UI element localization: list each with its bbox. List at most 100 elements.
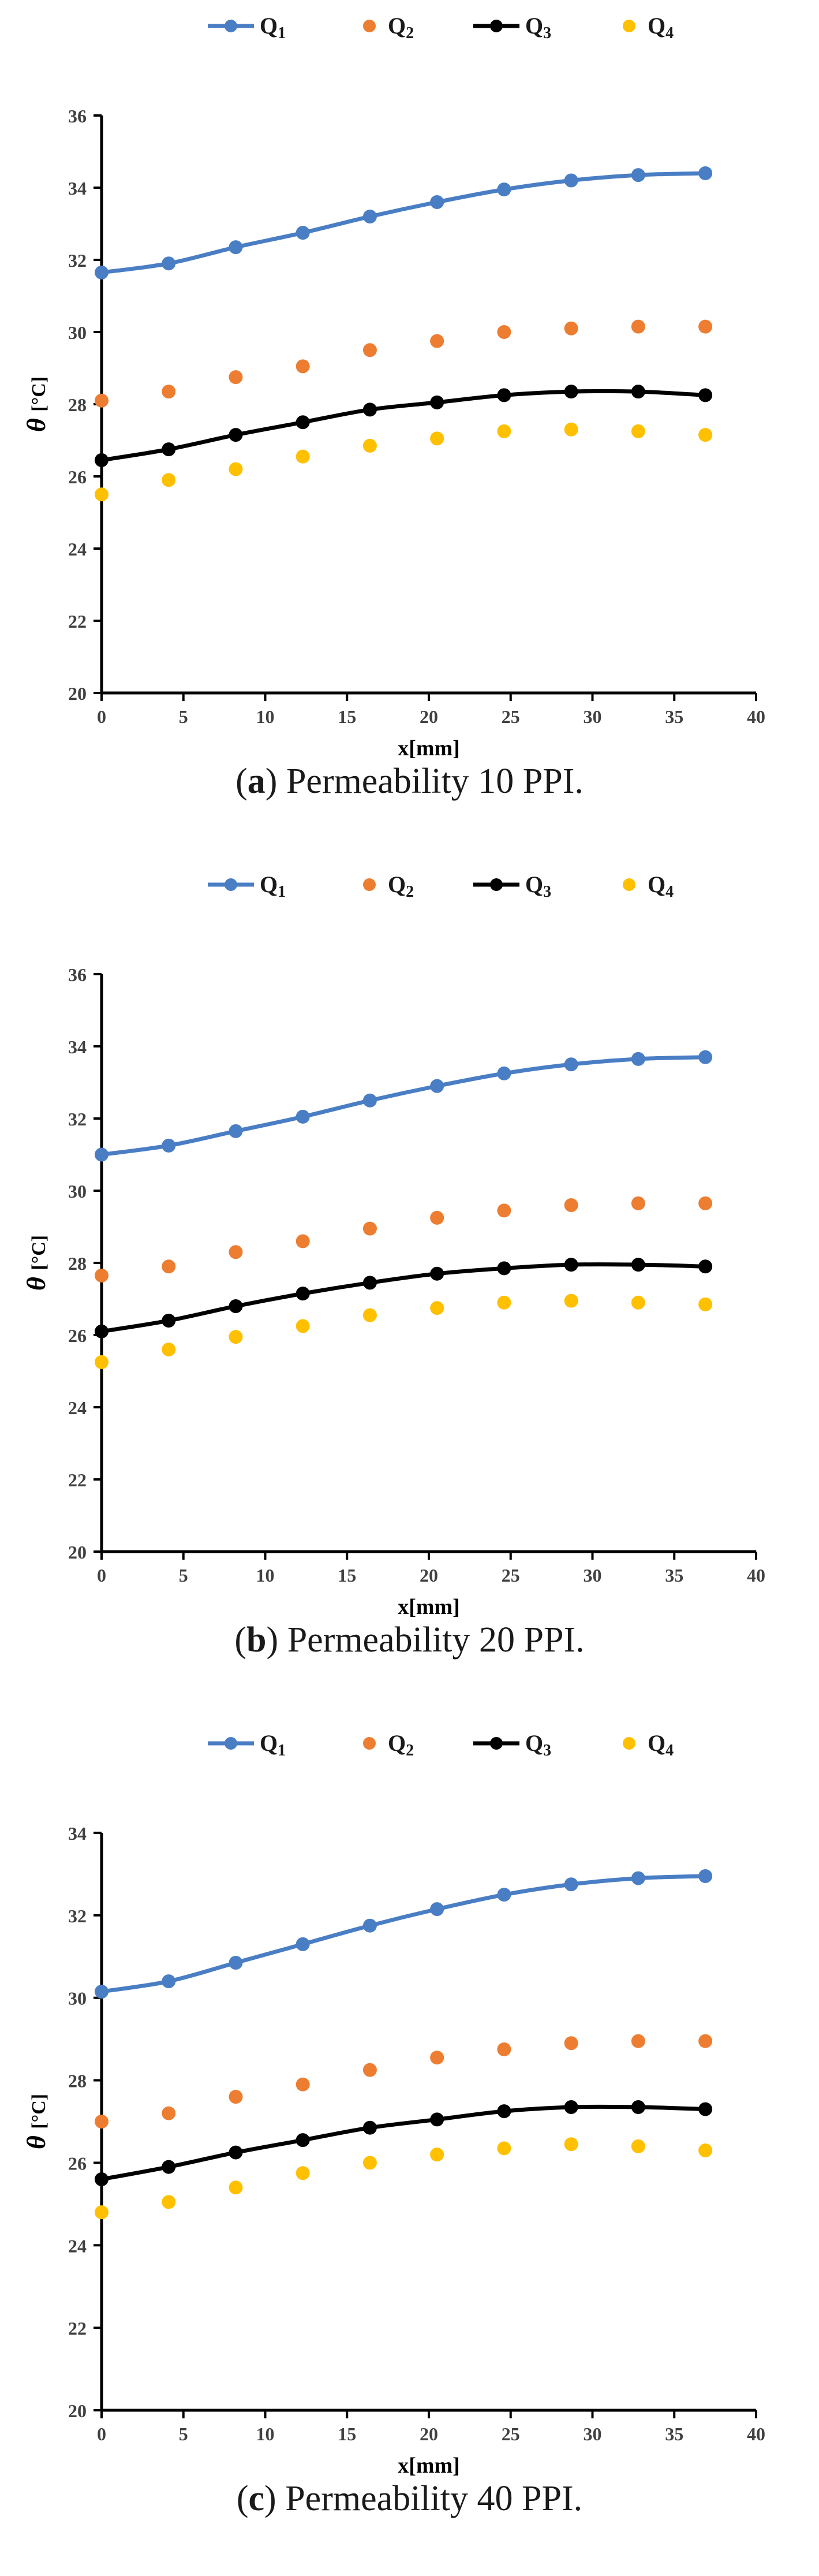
- legend-subscript: 4: [665, 24, 674, 42]
- data-point-q4: [95, 2205, 109, 2220]
- data-point-q2: [430, 2051, 444, 2065]
- data-point-q1: [698, 166, 713, 180]
- data-point-q1: [229, 1956, 243, 1970]
- legend-label-q4: Q4: [648, 13, 674, 42]
- data-point-q3: [162, 1314, 176, 1328]
- x-tick-label: 0: [97, 2424, 106, 2444]
- x-tick-label: 30: [584, 706, 602, 727]
- caption-a-text: Permeability 10 PPI.: [286, 762, 584, 801]
- data-point-q3: [631, 2100, 645, 2114]
- data-point-q1: [362, 210, 377, 223]
- data-point-q2: [95, 2115, 109, 2128]
- x-tick-label: 10: [256, 706, 275, 727]
- x-tick-label: 15: [338, 1565, 356, 1586]
- x-axis-label: x[mm]: [398, 2454, 460, 2478]
- legend-c: Q1 Q2 Q3 Q4: [208, 1730, 674, 1759]
- y-axis-unit: [°C]: [28, 376, 50, 412]
- data-point-q1: [430, 1079, 444, 1093]
- y-tick-label: 30: [68, 322, 87, 343]
- series-q4: [95, 422, 713, 502]
- legend-item-q3: Q3: [473, 13, 551, 42]
- data-point-q2: [698, 2034, 713, 2048]
- data-point-q1: [497, 1888, 511, 1902]
- y-tick-label: 26: [68, 2153, 87, 2174]
- y-tick-label: 34: [68, 178, 87, 199]
- y-tick-label: 36: [68, 964, 87, 985]
- data-point-q1: [296, 226, 310, 240]
- caption-a: (a) Permeability 10 PPI.: [235, 762, 584, 801]
- legend-item-q4: Q4: [623, 13, 674, 42]
- data-point-q4: [162, 1343, 176, 1356]
- legend-subscript: 1: [278, 24, 286, 42]
- legend-marker-q4: [623, 20, 635, 32]
- x-tick-label: 10: [256, 1565, 275, 1586]
- legend-subscript: 1: [278, 883, 286, 901]
- data-point-q2: [564, 1198, 578, 1212]
- data-point-q2: [362, 343, 377, 357]
- y-tick-label: 32: [68, 1109, 87, 1129]
- data-point-q3: [698, 2102, 713, 2116]
- legend-label-q4: Q4: [648, 1730, 674, 1759]
- data-point-q2: [430, 334, 444, 348]
- caption-b-letter: b: [246, 1620, 267, 1660]
- data-point-q3: [95, 2172, 109, 2186]
- y-tick-label: 32: [68, 250, 87, 271]
- data-point-q1: [95, 1147, 109, 1162]
- data-point-q2: [564, 321, 578, 335]
- series-line-q1: [101, 1874, 706, 1994]
- y-axis-label-text: θ [°C]: [21, 1235, 51, 1291]
- series-q4: [95, 1293, 713, 1369]
- y-axis-label: θ [°C]: [21, 376, 51, 432]
- data-point-q1: [631, 1052, 645, 1066]
- data-point-q3: [430, 395, 444, 409]
- y-tick-label: 30: [68, 1181, 87, 1202]
- data-point-q2: [631, 319, 645, 334]
- data-point-q3: [698, 388, 713, 402]
- data-point-q3: [497, 1261, 511, 1276]
- data-point-q1: [296, 1937, 310, 1951]
- x-tick-label: 15: [338, 706, 356, 727]
- data-point-q4: [162, 2195, 176, 2209]
- legend-marker-q1: [225, 878, 237, 891]
- x-tick-label: 35: [665, 2424, 683, 2444]
- data-point-q2: [362, 1221, 377, 1236]
- data-point-q2: [362, 2063, 377, 2077]
- data-point-q3: [564, 2100, 578, 2114]
- data-point-q1: [95, 1985, 109, 1999]
- y-tick-label: 26: [68, 467, 87, 487]
- chart-panel-a: Q1 Q2 Q3 Q4 20 22 24 26 28 30 32 34 36 0 5 10 15 20 25 30 35…: [0, 0, 819, 859]
- data-point-q4: [95, 487, 109, 502]
- legend-marker-q4: [623, 1737, 635, 1750]
- y-tick-label: 22: [68, 1470, 87, 1490]
- data-point-q4: [497, 1295, 511, 1310]
- legend-label-q2: Q2: [388, 871, 414, 901]
- y-tick-label: 30: [68, 1988, 87, 2009]
- y-axis-label-text: θ [°C]: [21, 2094, 51, 2149]
- data-point-q2: [564, 2036, 578, 2051]
- series-line-q1: [101, 1055, 706, 1157]
- legend-marker-q2: [363, 1737, 376, 1750]
- y-tick-label: 20: [68, 2400, 87, 2421]
- data-point-q3: [229, 2145, 243, 2160]
- legend-item-q2: Q2: [363, 13, 414, 42]
- data-point-q4: [631, 2139, 645, 2153]
- data-point-q2: [497, 325, 511, 339]
- y-tick-label: 28: [68, 394, 87, 415]
- data-point-q3: [362, 402, 377, 417]
- data-point-q2: [229, 2090, 243, 2104]
- data-point-q2: [497, 1203, 511, 1218]
- data-point-q1: [631, 1871, 645, 1885]
- y-axis-label-text: θ [°C]: [21, 376, 51, 432]
- data-point-q4: [698, 2143, 713, 2157]
- data-point-q3: [296, 1287, 310, 1301]
- x-tick-label: 35: [665, 1565, 683, 1586]
- data-point-q2: [229, 1245, 243, 1259]
- x-tick-label: 25: [502, 1565, 520, 1586]
- legend-marker-q1: [225, 1737, 237, 1750]
- legend-label-q1: Q1: [260, 1730, 286, 1759]
- x-axis-label: x[mm]: [398, 736, 460, 761]
- x-tick-label: 40: [747, 2424, 765, 2444]
- chart-panel-b: Q1 Q2 Q3 Q4 20 22 24 26 28 30 32 34 36 0 5 10 15 20 25 30 35…: [0, 859, 819, 1717]
- data-point-q1: [430, 195, 444, 209]
